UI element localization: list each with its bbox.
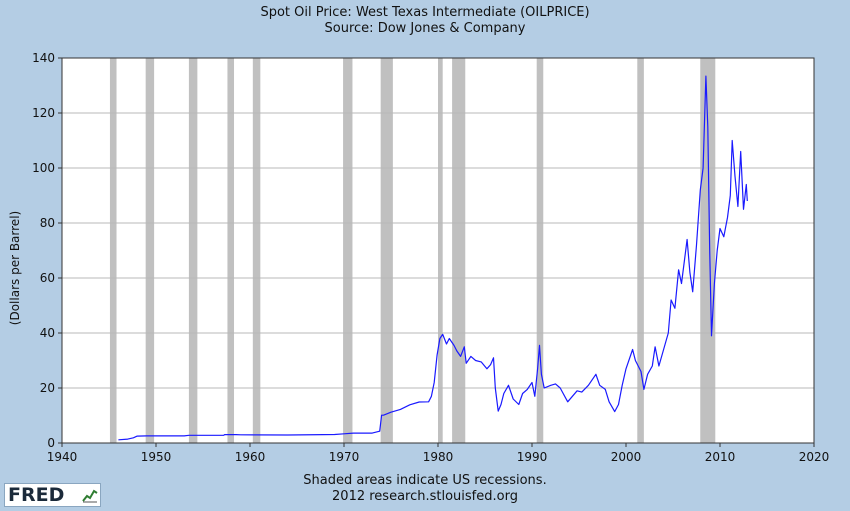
recession-band-9 (536, 58, 544, 443)
x-tick-label-1970: 1970 (329, 450, 360, 464)
x-tick-label-1990: 1990 (517, 450, 548, 464)
recession-band-7 (438, 58, 443, 443)
recession-band-2 (188, 58, 198, 443)
y-tick-label-20: 20 (40, 381, 55, 395)
x-tick-label-2020: 2020 (799, 450, 830, 464)
recession-band-8 (452, 58, 466, 443)
series-line-0 (118, 75, 748, 441)
y-tick-label-120: 120 (32, 106, 55, 120)
axes: 0 20 40 60 80 100 120 140 1940 1950 1960 1970 1980 19… (32, 51, 829, 464)
recession-band-5 (343, 58, 353, 443)
x-tick-label-2000: 2000 (611, 450, 642, 464)
fred-chart-icon (82, 489, 98, 503)
recession-band-0 (109, 58, 117, 443)
x-tick-label-1960: 1960 (235, 450, 266, 464)
recession-band-10 (637, 58, 644, 443)
fred-logo[interactable]: FRED (4, 483, 101, 507)
recession-band-1 (145, 58, 155, 443)
chart-subtitle: Source: Dow Jones & Company (324, 21, 526, 36)
fred-logo-text: FRED (8, 484, 65, 506)
chart-title: Spot Oil Price: West Texas Intermediate … (260, 5, 590, 20)
y-axis-label: (Dollars per Barrel) (8, 211, 22, 325)
recession-bands (109, 58, 716, 443)
x-tick-label-1950: 1950 (141, 450, 172, 464)
recession-note: Shaded areas indicate US recessions. (303, 473, 547, 488)
y-tick-label-0: 0 (47, 436, 55, 450)
x-tick-label-1980: 1980 (423, 450, 454, 464)
recession-band-3 (227, 58, 235, 443)
y-tick-label-60: 60 (40, 271, 55, 285)
y-tick-label-40: 40 (40, 326, 55, 340)
source-url: 2012 research.stlouisfed.org (332, 489, 518, 504)
x-tick-label-1940: 1940 (47, 450, 78, 464)
series-layer (118, 75, 748, 441)
recession-band-4 (252, 58, 261, 443)
gridlines (62, 112, 814, 389)
recession-band-6 (380, 58, 393, 443)
y-tick-label-100: 100 (32, 161, 55, 175)
x-tick-label-2010: 2010 (705, 450, 736, 464)
y-tick-label-140: 140 (32, 51, 55, 65)
y-tick-label-80: 80 (40, 216, 55, 230)
